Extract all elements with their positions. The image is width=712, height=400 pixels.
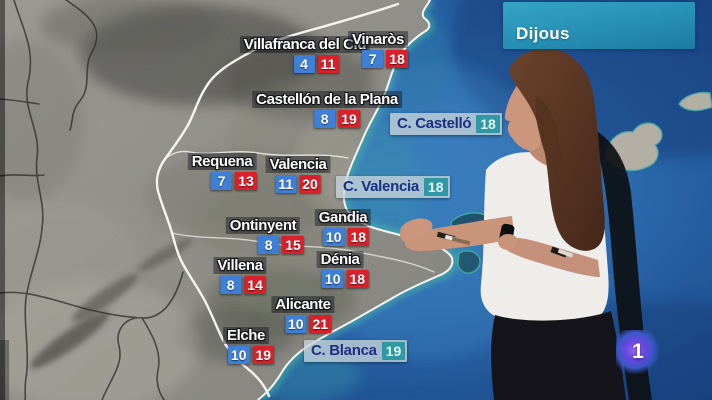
city-name: Vinaròs xyxy=(348,31,408,48)
sea-temp-label-castello: C. Castelló 18 xyxy=(390,113,502,135)
min-temp: 11 xyxy=(275,175,297,193)
max-temp: 20 xyxy=(299,175,321,193)
city-temps: 8 15 xyxy=(244,236,318,254)
city-label-gandia: Gandia 10 18 xyxy=(314,209,374,246)
sea-temp-label-blanca: C. Blanca 19 xyxy=(304,340,408,362)
city-name: Castellón de la Plana xyxy=(252,91,402,108)
sea-label-temp: 18 xyxy=(476,115,500,133)
min-temp: 8 xyxy=(314,110,336,128)
min-temp: 10 xyxy=(321,270,344,288)
city-temps: 8 19 xyxy=(262,110,412,128)
bracelet xyxy=(451,236,471,246)
min-temp: 7 xyxy=(362,50,384,68)
city-label-denia: Dénia 10 18 xyxy=(316,251,369,288)
day-banner-label: Dijous xyxy=(516,24,570,43)
channel-logo-digit: 1 xyxy=(632,340,644,363)
presenter-hand xyxy=(498,234,518,250)
city-name: Gandia xyxy=(314,209,372,226)
max-temp: 14 xyxy=(244,276,266,294)
min-temp: 10 xyxy=(322,228,345,246)
max-temp: 21 xyxy=(309,315,332,333)
min-temp: 4 xyxy=(293,55,315,73)
sea-label-temp: 18 xyxy=(423,178,448,196)
city-name: Elche xyxy=(222,327,270,344)
city-name: Villena xyxy=(213,257,267,274)
city-label-alicante: Alicante 10 21 xyxy=(271,296,335,333)
city-name: Requena xyxy=(187,153,257,170)
max-temp: 13 xyxy=(235,172,257,190)
city-temps: 10 19 xyxy=(227,346,275,364)
min-temp: 10 xyxy=(284,315,307,333)
city-name: Ontinyent xyxy=(225,217,301,234)
max-temp: 11 xyxy=(317,55,339,73)
left-edge-vignette xyxy=(0,0,5,400)
city-name: Alicante xyxy=(271,296,335,313)
city-temps: 8 14 xyxy=(216,276,269,294)
city-name: Villafranca del Cid xyxy=(239,36,371,53)
max-temp: 15 xyxy=(282,236,304,254)
city-temps: 10 18 xyxy=(321,270,369,288)
city-name: Valencia xyxy=(265,156,331,173)
sea-temp-label-valencia: C. Valencia 18 xyxy=(336,176,450,198)
city-label-elche: Elche 10 19 xyxy=(222,327,275,364)
city-temps: 7 13 xyxy=(200,172,269,190)
max-temp: 19 xyxy=(338,110,360,128)
city-label-villafranca-del-cid: Villafranca del Cid 4 11 xyxy=(239,36,371,73)
presenter-hair-front xyxy=(536,96,576,188)
city-temps: 7 18 xyxy=(355,50,415,68)
sea-label-name: C. Blanca xyxy=(311,342,377,359)
sea-label-name: C. Castelló xyxy=(397,115,472,132)
sea-label-temp: 19 xyxy=(381,342,406,360)
city-name: Dénia xyxy=(316,251,364,268)
city-label-ontinyent: Ontinyent 8 15 xyxy=(225,217,304,254)
max-temp: 18 xyxy=(347,228,370,246)
min-temp: 7 xyxy=(211,172,233,190)
day-banner: Dijous xyxy=(503,2,695,49)
city-label-valencia: Valencia 11 20 xyxy=(265,156,331,193)
min-temp: 8 xyxy=(220,276,242,294)
corner-vignette xyxy=(0,340,9,400)
city-temps: 4 11 xyxy=(251,55,381,73)
sea-label-name: C. Valencia xyxy=(343,178,419,195)
presenter-extended-arm xyxy=(404,216,514,252)
city-label-vinaros: Vinaròs 7 18 xyxy=(348,31,408,68)
city-label-villena: Villena 8 14 xyxy=(213,257,269,294)
min-temp: 10 xyxy=(227,346,250,364)
channel-logo: 1 xyxy=(616,330,660,374)
city-temps: 10 21 xyxy=(276,315,339,333)
valencia-region-border xyxy=(155,0,454,400)
city-label-requena: Requena 7 13 xyxy=(187,153,257,190)
city-temps: 11 20 xyxy=(266,175,331,193)
watch-band xyxy=(557,248,574,258)
city-label-castellon-de-la-plana: Castellón de la Plana 8 19 xyxy=(252,91,402,128)
presenter-cross-arm xyxy=(503,237,600,277)
presenter-open-hand xyxy=(399,218,433,242)
neighbour-province-borders xyxy=(0,0,184,400)
max-temp: 19 xyxy=(252,346,275,364)
presenter-trousers xyxy=(491,311,626,400)
city-temps: 10 18 xyxy=(318,228,374,246)
max-temp: 18 xyxy=(346,270,369,288)
min-temp: 8 xyxy=(258,236,280,254)
max-temp: 18 xyxy=(386,50,408,68)
